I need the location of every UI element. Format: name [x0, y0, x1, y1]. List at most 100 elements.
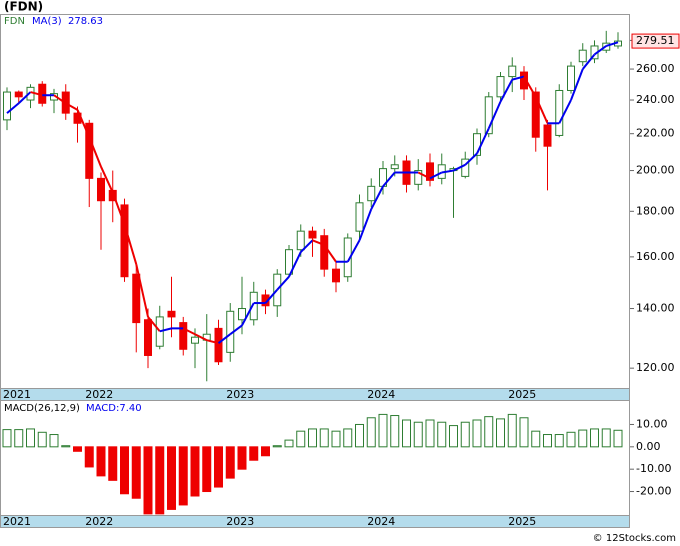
ma-line [464, 152, 478, 166]
ma-line [581, 53, 596, 70]
macd-bar [331, 430, 341, 448]
macd-bar [131, 446, 141, 499]
macd-bar [343, 428, 353, 448]
candle-body [85, 122, 94, 179]
macd-bar [590, 428, 599, 448]
price-panel [0, 14, 630, 389]
ma-line [100, 166, 114, 193]
ma-line [206, 339, 219, 345]
x-tick-label: 2023 [226, 388, 254, 401]
candle-body [238, 308, 246, 321]
candle-body [578, 49, 587, 63]
macd-bar [355, 423, 364, 448]
candle-body [520, 71, 528, 90]
price-tag [631, 33, 680, 49]
ma-line [558, 99, 572, 124]
macd-bar [296, 430, 306, 448]
x-tick-label: 2025 [508, 515, 536, 528]
candle-body [567, 65, 575, 91]
ma-line [76, 109, 91, 138]
ma-line [534, 96, 549, 124]
ma-line [370, 185, 384, 210]
y-tick-label: 10.00 [636, 417, 668, 430]
ma-line [570, 68, 584, 101]
candle-body [3, 91, 11, 121]
macd-bar [366, 417, 376, 448]
candle-body [308, 230, 317, 239]
ma-line [182, 327, 196, 336]
ma-line [30, 91, 43, 97]
macd-bar [284, 439, 294, 448]
macd-bar [554, 434, 564, 448]
ma-line [217, 333, 231, 344]
macd-bar [519, 417, 529, 448]
macd-bar [73, 446, 82, 452]
ma-line [229, 324, 243, 336]
macd-bar [496, 418, 505, 448]
macd-bar [531, 430, 541, 448]
y-tick-label: 200.00 [636, 164, 675, 177]
ma-line [88, 136, 102, 168]
candle-body [355, 202, 364, 232]
ma-line [346, 239, 361, 263]
price-tag-label: 279.51 [636, 34, 675, 47]
macd-bar [237, 446, 247, 470]
ma-line [194, 333, 208, 342]
macd-title: MACD(26,12,9) [4, 403, 80, 414]
ma-line [241, 302, 255, 326]
candle-body [285, 249, 293, 275]
candle-body [543, 124, 552, 147]
y-tick-label: 220.00 [636, 127, 675, 140]
ma-line [159, 327, 172, 333]
ma-line [312, 239, 325, 246]
candle-body [97, 177, 105, 202]
candle-body [508, 65, 517, 78]
macd-bar [2, 429, 12, 448]
macd-bar [613, 429, 623, 448]
y-tick-label: 180.00 [636, 204, 675, 217]
macd-bar [460, 421, 470, 448]
candle-body [296, 230, 305, 251]
ma-line [123, 224, 138, 265]
candle-body [120, 204, 129, 278]
candle-body [390, 164, 399, 170]
candle-body [320, 235, 329, 270]
x-tick-label: 2021 [3, 515, 31, 528]
macd-bar [178, 446, 188, 506]
ma-line [6, 102, 20, 114]
ma-line [487, 101, 502, 129]
macd-bar [155, 446, 165, 515]
ma-line [135, 263, 149, 318]
macd-bar [108, 446, 118, 481]
macd-bar [214, 446, 223, 488]
legend-ma-value: 278.63 [68, 16, 103, 27]
macd-bar [484, 416, 494, 448]
macd-bar [61, 445, 71, 448]
ma-line [499, 79, 514, 103]
candle-body [214, 327, 223, 363]
ma-line [65, 102, 78, 111]
y-tick-label: 240.00 [636, 93, 675, 106]
ma-line [593, 45, 607, 56]
macd-panel [0, 400, 630, 516]
macd-bar [402, 419, 411, 448]
macd-bar [202, 446, 212, 493]
candle-body [367, 185, 376, 202]
y-tick-label: 160.00 [636, 250, 675, 263]
ma-line [523, 76, 537, 98]
ma-line [358, 208, 373, 241]
ma-line [605, 41, 619, 47]
candle-body [332, 268, 340, 283]
x-tick-label: 2021 [3, 388, 31, 401]
macd-bar [378, 413, 388, 448]
x-tick-label: 2023 [226, 515, 254, 528]
macd-bar [449, 425, 458, 448]
x-tick-label: 2024 [367, 515, 395, 528]
macd-bar [425, 419, 435, 448]
macd-bar [319, 428, 329, 448]
macd-bar [413, 421, 423, 448]
ma-line [264, 288, 279, 304]
ma-line [18, 91, 32, 104]
macd-bar [472, 419, 482, 448]
macd-bar [390, 415, 400, 448]
